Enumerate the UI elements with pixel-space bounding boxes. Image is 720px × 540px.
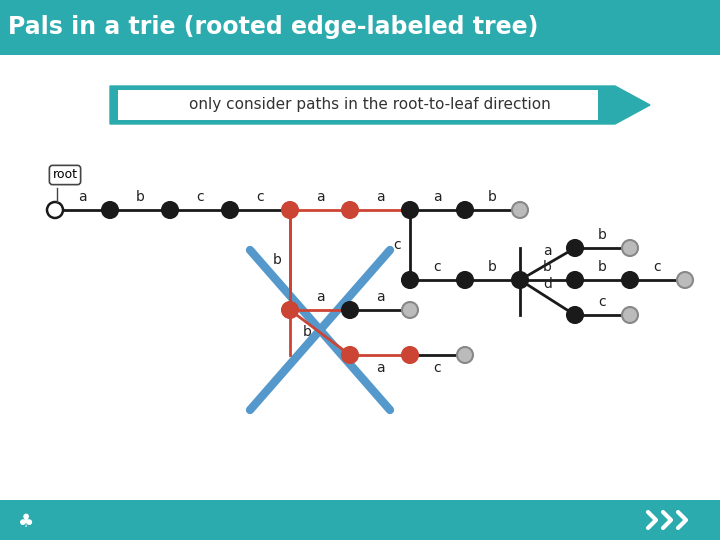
FancyArrow shape [110, 86, 650, 124]
Text: a: a [376, 190, 384, 204]
Text: root: root [53, 168, 78, 181]
Circle shape [567, 240, 583, 256]
Text: c: c [433, 361, 441, 375]
Text: c: c [433, 260, 441, 274]
Text: d: d [543, 278, 552, 292]
Bar [0, 500, 720, 540]
Text: a: a [315, 190, 324, 204]
Text: ♣: ♣ [18, 513, 34, 531]
Circle shape [47, 202, 63, 218]
Circle shape [512, 202, 528, 218]
Text: a: a [376, 361, 384, 375]
Circle shape [457, 272, 473, 288]
Text: c: c [654, 260, 661, 274]
Text: a: a [78, 190, 87, 204]
Text: b: b [273, 253, 282, 267]
Circle shape [402, 302, 418, 318]
Circle shape [622, 240, 638, 256]
Text: b: b [543, 260, 552, 274]
Circle shape [512, 272, 528, 288]
Text: a: a [376, 290, 384, 304]
Circle shape [342, 302, 358, 318]
Text: a: a [315, 290, 324, 304]
Circle shape [677, 272, 693, 288]
Text: c: c [196, 190, 204, 204]
Text: c: c [599, 295, 606, 309]
Circle shape [282, 202, 298, 218]
Text: b: b [135, 190, 145, 204]
Text: Pals in a trie (rooted edge-labeled tree): Pals in a trie (rooted edge-labeled tree… [8, 15, 539, 39]
Circle shape [622, 272, 638, 288]
Circle shape [457, 202, 473, 218]
Circle shape [222, 202, 238, 218]
Circle shape [102, 202, 118, 218]
Circle shape [402, 202, 418, 218]
Text: b: b [488, 260, 497, 274]
Text: b: b [598, 260, 607, 274]
Circle shape [342, 202, 358, 218]
Text: c: c [256, 190, 264, 204]
Circle shape [622, 307, 638, 323]
Bar [0, 0, 720, 55]
Circle shape [567, 307, 583, 323]
Text: b: b [302, 326, 312, 340]
Circle shape [457, 347, 473, 363]
Text: b: b [488, 190, 497, 204]
Circle shape [162, 202, 178, 218]
Circle shape [402, 347, 418, 363]
Text: c: c [393, 238, 401, 252]
Text: a: a [433, 190, 442, 204]
Bar [118, 90, 598, 120]
Text: b: b [598, 228, 607, 242]
Circle shape [567, 272, 583, 288]
Text: a: a [543, 244, 552, 258]
Circle shape [342, 347, 358, 363]
Circle shape [282, 302, 298, 318]
Circle shape [402, 272, 418, 288]
Text: only consider paths in the root-to-leaf direction: only consider paths in the root-to-leaf … [189, 98, 551, 112]
